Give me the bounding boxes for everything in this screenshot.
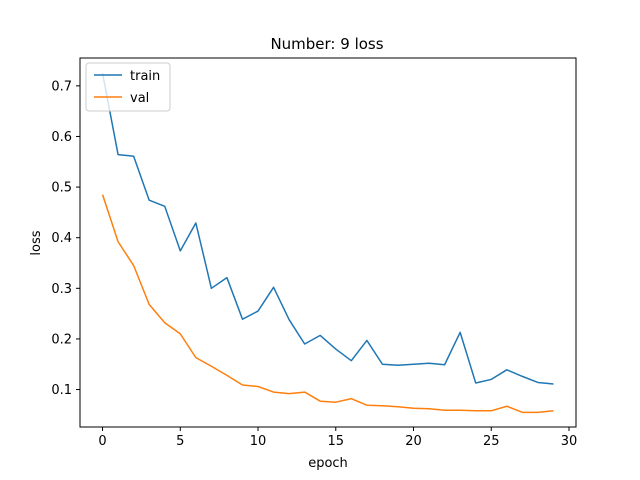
series-line-val	[101, 194, 554, 414]
y-tick-label: 0.4	[51, 231, 72, 246]
x-tick-label: 10	[250, 434, 267, 449]
chart-title: Number: 9 loss	[270, 35, 383, 53]
x-axis-ticks: 0 5 10 15 20 25 30	[98, 427, 577, 449]
x-tick-label: 25	[483, 434, 500, 449]
legend: train val	[85, 62, 171, 112]
x-tick-label: 5	[176, 434, 184, 449]
legend-label-train: train	[130, 69, 160, 84]
x-axis-label: epoch	[308, 456, 348, 471]
legend-label-val: val	[130, 91, 149, 106]
x-tick-label: 30	[561, 434, 578, 449]
y-tick-label: 0.5	[51, 181, 72, 196]
axes-frame	[79, 57, 577, 428]
y-tick-label: 0.6	[51, 130, 72, 145]
y-tick-label: 0.7	[51, 79, 72, 94]
y-axis-ticks: 0.1 0.2 0.3 0.4 0.5 0.6 0.7	[51, 79, 80, 398]
series-line-train	[101, 73, 554, 385]
y-tick-label: 0.1	[51, 383, 72, 398]
x-tick-label: 15	[328, 434, 345, 449]
y-tick-label: 0.2	[51, 332, 72, 347]
x-tick-label: 0	[98, 434, 106, 449]
x-tick-label: 20	[405, 434, 422, 449]
plot-lines	[101, 73, 554, 414]
y-tick-label: 0.3	[51, 282, 72, 297]
y-axis-label: loss	[29, 230, 44, 255]
